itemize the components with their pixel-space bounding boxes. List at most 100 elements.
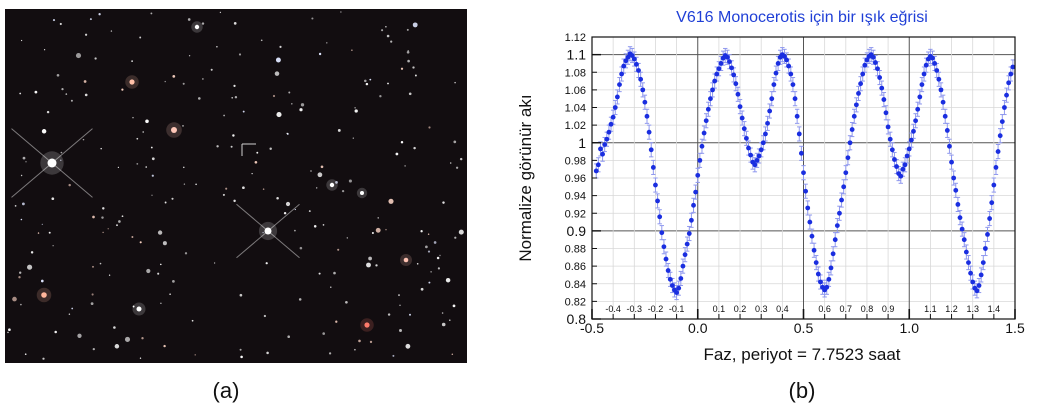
x-tick-label: 1.3 [966, 304, 979, 314]
star [412, 66, 415, 69]
data-point [646, 129, 652, 135]
star [19, 92, 22, 95]
data-point [754, 157, 760, 163]
star [146, 268, 151, 274]
data-point [621, 63, 627, 69]
star [262, 231, 264, 234]
star [14, 205, 17, 207]
star [337, 248, 340, 251]
star [164, 201, 167, 204]
data-point [915, 106, 921, 112]
data-point [811, 247, 817, 253]
data-point [955, 202, 961, 207]
data-point [961, 237, 967, 243]
data-point [682, 252, 688, 258]
star [291, 103, 293, 105]
data-point [648, 147, 654, 153]
star [163, 344, 166, 348]
data-point [951, 175, 957, 181]
data-point [936, 76, 942, 82]
star [449, 319, 451, 321]
data-point [851, 113, 857, 119]
data-point [746, 145, 751, 151]
star [157, 230, 163, 235]
star [118, 220, 121, 223]
star [65, 93, 68, 95]
data-point [974, 288, 980, 294]
data-point [765, 120, 770, 126]
star [269, 147, 272, 151]
data-point [752, 162, 758, 168]
data-point [803, 188, 809, 194]
star [216, 46, 218, 48]
star [43, 49, 46, 51]
star [326, 42, 328, 44]
x-tick-label: -0.5 [580, 320, 604, 336]
bright-star [329, 182, 335, 188]
star [274, 71, 280, 76]
star [390, 40, 393, 43]
data-point [602, 142, 608, 147]
data-point [699, 143, 705, 149]
bright-star [136, 306, 142, 312]
data-point [741, 126, 747, 132]
data-point [784, 57, 789, 63]
panel-a: (a) [5, 9, 467, 403]
y-tick-label: 1.06 [565, 85, 586, 97]
data-point [760, 140, 766, 146]
data-point [1010, 64, 1016, 70]
star [19, 271, 22, 274]
star [121, 88, 124, 91]
star [260, 39, 263, 42]
bright-star [194, 24, 200, 30]
data-point [792, 96, 798, 102]
star [439, 254, 441, 257]
data-point [796, 131, 802, 137]
star [345, 300, 348, 304]
star [371, 231, 374, 235]
data-point [684, 241, 690, 247]
data-point [598, 146, 603, 152]
data-point [788, 71, 794, 77]
data-point [640, 87, 646, 93]
star [283, 211, 287, 215]
data-point [743, 135, 749, 141]
star [52, 19, 56, 22]
star [202, 78, 204, 80]
star [413, 146, 416, 150]
star [328, 352, 332, 355]
panel-b-caption: (b) [789, 378, 816, 403]
star [172, 75, 176, 78]
data-point [794, 113, 800, 119]
bright-star [364, 322, 370, 328]
data-point [631, 56, 637, 62]
data-point [807, 219, 813, 225]
star [75, 53, 82, 59]
star [20, 303, 22, 306]
y-tick-label: 0.94 [565, 191, 586, 203]
x-tick-label: 0.6 [818, 304, 831, 314]
data-point [853, 102, 859, 108]
data-point [911, 128, 916, 134]
x-tick-label: 1.1 [924, 304, 937, 314]
star [114, 344, 120, 349]
star [346, 237, 348, 239]
data-point [655, 198, 660, 204]
data-point [638, 76, 644, 82]
data-point [625, 54, 631, 60]
data-point [885, 124, 891, 130]
star [222, 193, 225, 196]
data-point [968, 270, 973, 276]
star [308, 210, 311, 213]
bright-star [129, 79, 135, 85]
star [300, 103, 305, 107]
star [379, 95, 382, 98]
y-tick-label: 1.08 [565, 67, 586, 79]
x-tick-label: 0.3 [755, 304, 768, 314]
star [92, 347, 95, 351]
data-point [824, 284, 830, 290]
star [230, 145, 233, 148]
star [400, 67, 404, 70]
star [399, 329, 402, 332]
star [54, 330, 57, 334]
